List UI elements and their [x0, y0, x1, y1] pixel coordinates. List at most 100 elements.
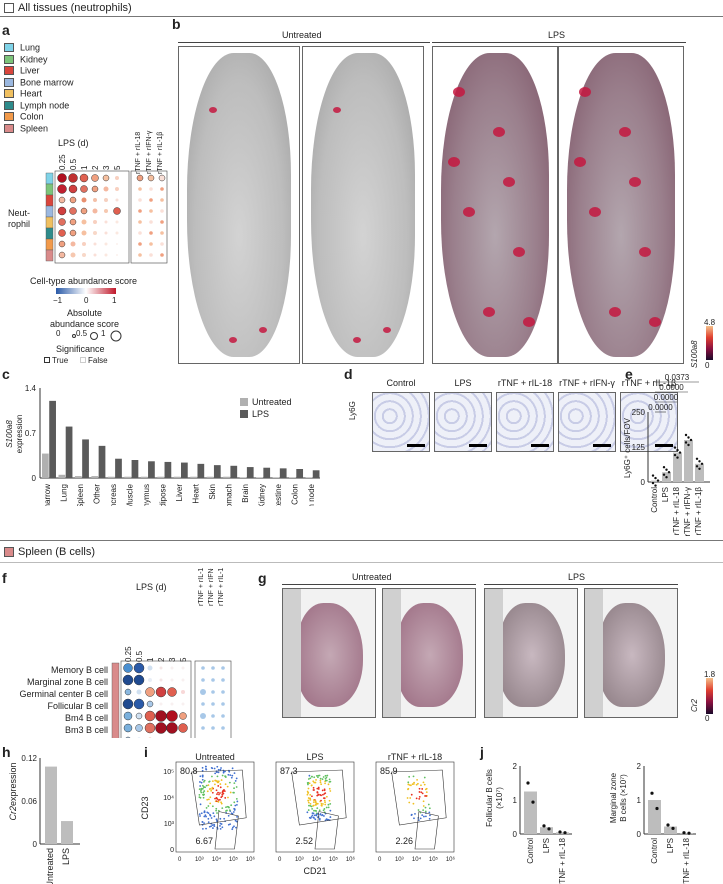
f-tissue-strip	[111, 662, 120, 738]
e-xtick: rTNF + rIL-1β	[694, 487, 703, 536]
dotplot-dot	[115, 198, 119, 202]
i-event	[205, 784, 208, 787]
i-event	[231, 826, 234, 829]
f-dot	[144, 710, 156, 722]
i-event	[204, 786, 207, 789]
i-event	[218, 793, 220, 796]
e-point	[676, 448, 679, 452]
i-event	[199, 815, 201, 817]
i-event	[428, 807, 431, 810]
i-event	[220, 802, 223, 805]
dotplot-dot	[115, 220, 119, 224]
i-event	[421, 792, 424, 795]
ly6g-column-label: rTNF + rIL-1β	[621, 378, 677, 388]
f-lps-col-label: 1	[146, 657, 155, 662]
c-bar	[91, 476, 99, 478]
i-event	[217, 799, 220, 801]
i-event	[201, 821, 204, 823]
dotplot-dot	[160, 253, 164, 257]
f-dot	[221, 690, 225, 694]
significance-title: Significance	[56, 344, 105, 354]
cbar-tick-min: −1	[53, 296, 63, 305]
i-event	[215, 809, 218, 812]
lps-col-label: 3	[102, 165, 111, 170]
i-event	[216, 793, 218, 796]
j-ytick: 1	[637, 796, 642, 805]
dotplot-dot	[138, 198, 142, 202]
tissue-strip	[45, 249, 54, 262]
ly6g-micrograph	[496, 392, 554, 452]
f-dot	[155, 686, 167, 698]
i-event	[199, 781, 201, 783]
b-untreated-header: Untreated	[282, 30, 322, 40]
e-point	[651, 474, 655, 477]
sig-true-item: True	[44, 356, 68, 365]
c-bar	[197, 463, 205, 478]
c-bar	[58, 474, 66, 478]
i-event	[211, 775, 213, 778]
dotplot-dot	[104, 198, 108, 202]
i-event	[322, 797, 325, 800]
j-point	[542, 824, 546, 828]
signal-spot	[383, 327, 391, 333]
i-event	[414, 812, 416, 815]
e-point	[673, 446, 677, 449]
e-point	[662, 473, 666, 476]
dotplot-dot	[80, 207, 88, 215]
i-event	[205, 767, 207, 770]
sig-false-item: False	[80, 356, 108, 365]
i-event	[315, 814, 318, 817]
c-xtick: Spleen	[76, 484, 85, 506]
e-point	[698, 460, 701, 463]
b-lps-header: LPS	[548, 30, 566, 40]
i-event	[203, 779, 206, 782]
signal-spot	[513, 247, 525, 257]
tissue-legend-item: Heart	[4, 88, 114, 100]
i-event	[314, 818, 317, 821]
i-event	[224, 797, 227, 799]
i-event	[314, 803, 317, 806]
i-event	[325, 818, 328, 821]
i-event	[317, 776, 319, 779]
e-point	[684, 441, 688, 444]
i-plot-frame	[175, 761, 255, 853]
f-dot	[123, 723, 133, 733]
j-ytick: 0	[637, 830, 642, 839]
i-event	[217, 771, 220, 774]
i-event	[214, 797, 216, 800]
c-xtick: Heart	[191, 483, 200, 503]
s100a8-colorbar	[706, 326, 713, 360]
i-event	[211, 767, 214, 770]
i-event	[215, 771, 218, 773]
i-event	[227, 823, 230, 826]
signal-spot	[463, 207, 475, 217]
i-xtick: 10⁵	[429, 856, 439, 863]
dotplot-dot	[70, 241, 76, 247]
j-bar	[648, 800, 661, 834]
flow-plots: Untreated 80.8 6.67 0 10³ 10⁴ 10⁵ 10⁶ LPS 87.3 2.5…	[140, 752, 455, 876]
c-xtick: Thymus	[142, 484, 151, 506]
i-xtick: 0	[378, 857, 382, 863]
c-bar	[190, 476, 197, 478]
i-event	[418, 787, 421, 790]
signal-spot	[453, 87, 465, 97]
i-event	[418, 791, 421, 793]
dotplot-dot	[92, 208, 98, 214]
c-bar	[164, 461, 172, 478]
dotplot-dot	[158, 174, 166, 182]
i-event	[201, 766, 204, 769]
i-event	[200, 812, 203, 815]
f-dot	[221, 678, 225, 682]
dotplot-dot	[149, 253, 153, 257]
f-dot	[181, 678, 185, 682]
f-lps-col-label: 0.25	[124, 646, 133, 662]
spleen-tissue	[297, 603, 363, 707]
j-ytick: 1	[513, 796, 518, 805]
dotplot-dot	[138, 220, 142, 224]
i-event	[411, 783, 414, 786]
i-event	[408, 801, 411, 804]
j-ylabel: Marginal zone	[609, 772, 618, 823]
dotplot-dot	[115, 176, 119, 180]
i-event	[420, 791, 423, 794]
lps-box	[54, 170, 130, 264]
